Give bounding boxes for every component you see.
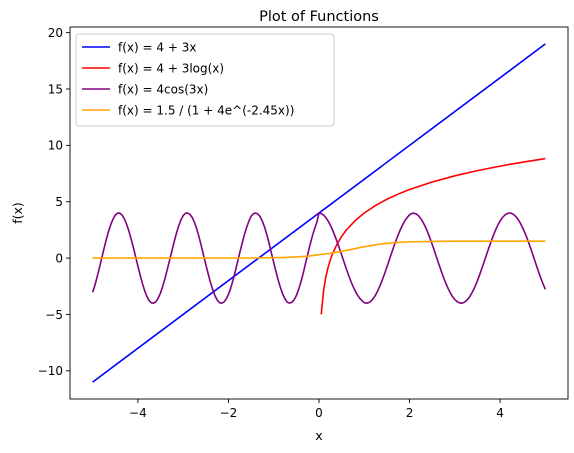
series-line-3 <box>91 212 547 304</box>
series-line-2 <box>320 157 546 315</box>
y-tick-label: 15 <box>48 82 63 96</box>
y-tick-label: 5 <box>55 195 63 209</box>
legend-label-1: f(x) = 4 + 3x <box>118 40 196 54</box>
y-tick-label: 20 <box>48 26 63 40</box>
chart-title: Plot of Functions <box>259 9 379 25</box>
x-tick-label: 4 <box>496 406 504 420</box>
y-tick-label: −5 <box>45 308 63 322</box>
legend-box <box>75 33 335 127</box>
x-tick-label: 2 <box>406 406 414 420</box>
legend: f(x) = 4 + 3x f(x) = 4 + 3log(x) f(x) = 4c… <box>75 33 335 127</box>
x-tick-label: 0 <box>315 406 323 420</box>
series-layer <box>91 43 547 383</box>
y-tick-label: −10 <box>38 364 63 378</box>
y-tick-label: 10 <box>48 139 63 153</box>
legend-label-2: f(x) = 4 + 3log(x) <box>118 61 224 75</box>
series-line-4 <box>92 240 546 259</box>
legend-label-3: f(x) = 4cos(3x) <box>118 82 208 96</box>
y-tick-label: 0 <box>55 251 63 265</box>
x-axis-label: x <box>315 428 322 443</box>
x-tick-label: −2 <box>220 406 238 420</box>
y-axis-label: f(x) <box>10 202 25 224</box>
y-axis: −10 −5 0 5 10 15 20 <box>38 26 70 378</box>
x-axis: −4 −2 0 2 4 <box>129 399 504 420</box>
x-tick-label: −4 <box>129 406 147 420</box>
legend-label-4: f(x) = 1.5 / (1 + 4e^(-2.45x)) <box>118 103 294 117</box>
